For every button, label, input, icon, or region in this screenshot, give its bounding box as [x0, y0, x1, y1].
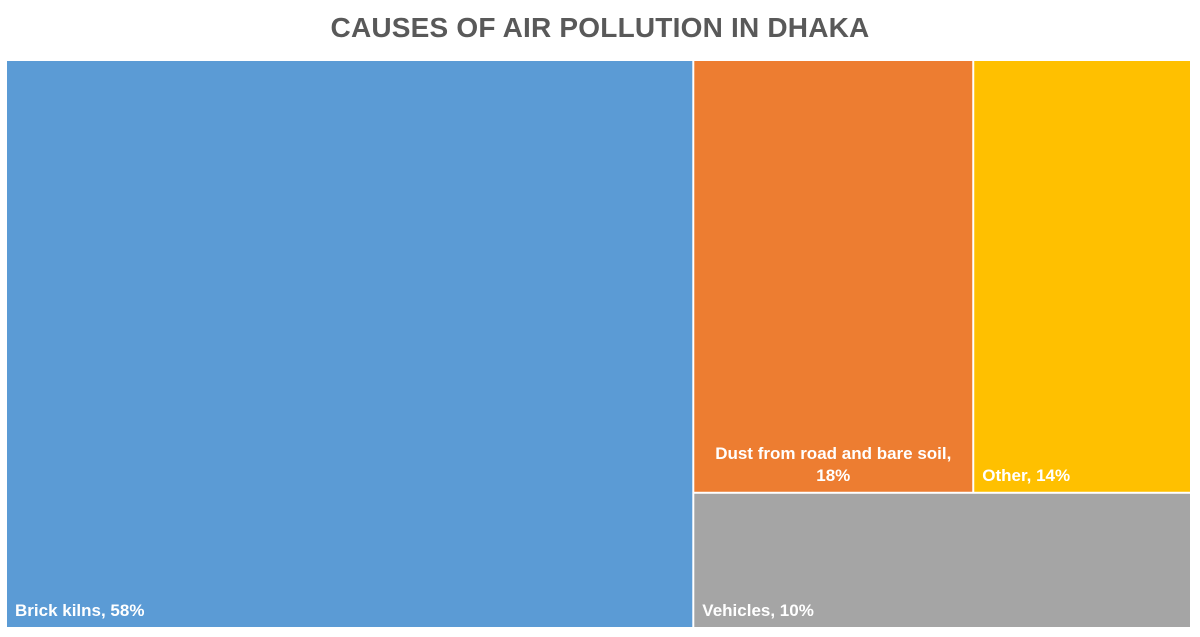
treemap-label-line: Brick kilns, 58%	[15, 601, 144, 620]
treemap-label-line: Other, 14%	[982, 466, 1070, 485]
treemap-label-vehicles: Vehicles, 10%	[702, 601, 814, 620]
treemap-label-line: 18%	[816, 466, 850, 485]
treemap-label-brick-kilns: Brick kilns, 58%	[15, 601, 144, 620]
treemap-label-dust-from-road-and-bare-soil: Dust from road and bare soil, 18%	[715, 444, 951, 485]
chart-title: CAUSES OF AIR POLLUTION IN DHAKA	[330, 12, 870, 43]
treemap-tile-vehicles	[694, 493, 1190, 627]
treemap-label-line: Dust from road and bare soil,	[715, 444, 951, 463]
treemap-label-other: Other, 14%	[982, 466, 1070, 485]
treemap-label-line: Vehicles, 10%	[702, 601, 814, 620]
treemap-tile-other	[974, 61, 1190, 492]
treemap-tile-dust-from-road-and-bare-soil	[694, 61, 973, 492]
treemap-tile-brick-kilns	[7, 61, 693, 627]
